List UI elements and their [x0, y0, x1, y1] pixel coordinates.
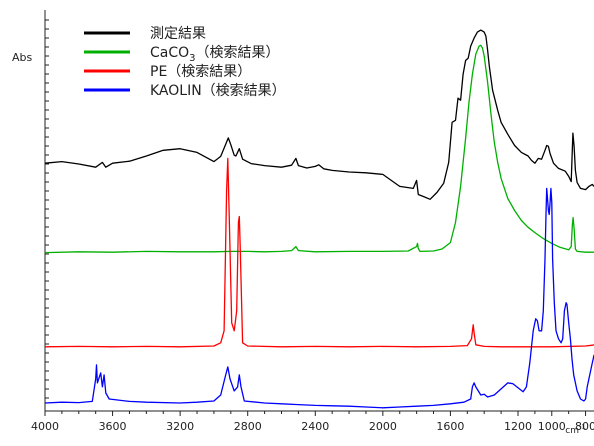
legend-label-1: CaCO3（検索結果）	[150, 44, 280, 64]
y-axis-label: Abs	[12, 51, 33, 64]
x-tick-label: 1200	[504, 420, 532, 433]
series-line-1	[44, 44, 594, 254]
legend-label-3: KAOLIN（検索結果）	[150, 82, 286, 99]
series-line-2	[44, 157, 594, 348]
y-axis-minor-ticks	[45, 19, 49, 399]
x-axis-unit: cm-1	[565, 423, 586, 436]
legend: 測定結果 CaCO3（検索結果）PE（検索結果） KAOLIN（検索結果）	[84, 26, 286, 99]
x-tick-label: 2400	[301, 420, 329, 433]
series-layer	[44, 29, 594, 409]
x-tick-label: 2000	[369, 420, 397, 433]
x-tick-label: 2800	[234, 420, 262, 433]
x-axis-ticks: 4000 3600 3200 2800 2400 2000 1600 1200 1000 800	[31, 411, 594, 433]
x-tick-label: 800	[575, 420, 594, 433]
legend-label-0: 測定結果	[150, 26, 206, 42]
x-tick-label: 1600	[436, 420, 464, 433]
legend-label-2: PE（検索結果）	[150, 63, 251, 80]
x-tick-label: 3200	[166, 420, 194, 433]
x-tick-label: 4000	[31, 420, 59, 433]
x-tick-label: 1000	[538, 420, 566, 433]
series-line-0	[44, 29, 594, 200]
series-line-3	[44, 187, 594, 409]
x-tick-label: 3600	[99, 420, 127, 433]
